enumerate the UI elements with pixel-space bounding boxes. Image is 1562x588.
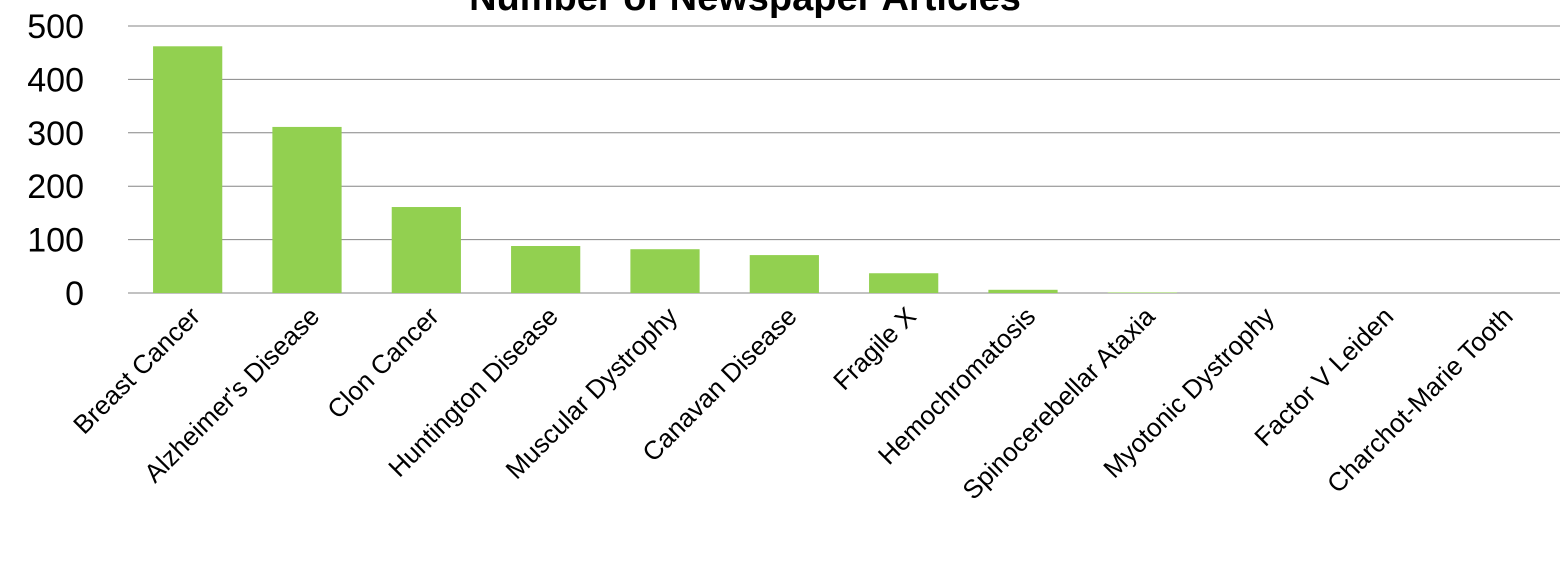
y-tick-label: 400 <box>27 61 84 99</box>
bar <box>630 249 700 293</box>
bar <box>272 126 342 294</box>
chart-title: Number of Newspaper Articles <box>469 0 1021 19</box>
bar <box>1107 292 1177 293</box>
bar <box>988 289 1058 293</box>
y-tick-label: 0 <box>65 275 84 313</box>
x-tick-label: Spinocerebellar Ataxia <box>956 301 1161 506</box>
y-tick-label: 500 <box>27 8 84 46</box>
y-tick-label: 200 <box>27 168 84 206</box>
y-tick-label: 300 <box>27 115 84 153</box>
bar <box>153 46 223 294</box>
bar <box>749 255 819 293</box>
x-tick-label: Clon Cancer <box>321 301 445 425</box>
y-tick-label: 100 <box>27 222 84 260</box>
bar <box>511 246 581 293</box>
bar <box>869 273 939 293</box>
x-tick-label: Fragile X <box>827 301 922 396</box>
bar <box>391 207 461 293</box>
